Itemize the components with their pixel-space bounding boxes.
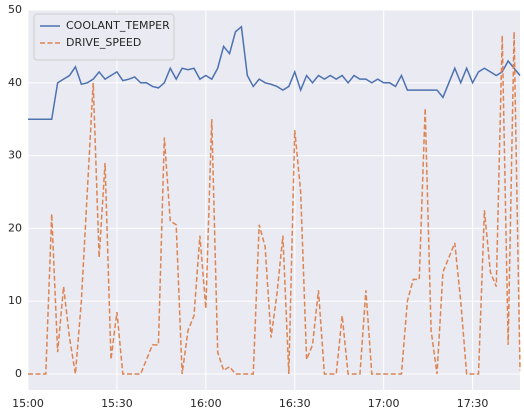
plot-area <box>28 10 520 390</box>
x-tick-label: 16:00 <box>190 397 222 410</box>
y-tick-label: 40 <box>8 76 22 89</box>
legend-label: DRIVE_SPEED <box>66 36 141 49</box>
y-tick-label: 0 <box>15 367 22 380</box>
x-tick-label: 15:30 <box>101 397 133 410</box>
series-line <box>28 31 521 375</box>
y-tick-label: 30 <box>8 149 22 162</box>
y-tick-label: 50 <box>8 3 22 16</box>
legend-label: COOLANT_TEMPER <box>66 19 170 32</box>
legend-box <box>33 13 175 61</box>
y-tick-label: 20 <box>8 221 22 234</box>
x-tick-label: 17:30 <box>457 397 489 410</box>
series-line <box>28 25 521 120</box>
legend: COOLANT_TEMPER DRIVE_SPEED <box>33 13 175 61</box>
x-tick-label: 16:30 <box>279 397 311 410</box>
x-tick-label: 17:00 <box>368 397 400 410</box>
y-tick-label: 10 <box>8 294 22 307</box>
x-tick-label: 15:00 <box>12 397 44 410</box>
